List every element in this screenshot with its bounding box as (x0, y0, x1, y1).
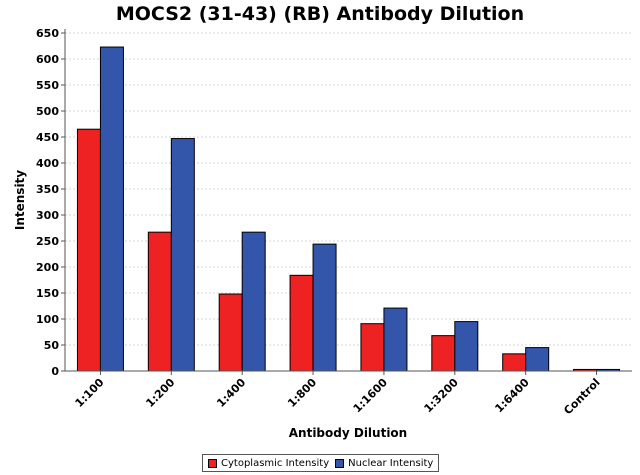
legend-item-nuclear: Nuclear Intensity (335, 458, 433, 469)
bar-nuclear (454, 321, 479, 372)
legend-swatch-nuclear (335, 458, 345, 468)
bar-nuclear (241, 231, 266, 372)
y-tick-label: 600 (36, 53, 59, 66)
x-tick-label: 1:800 (285, 376, 319, 410)
y-tick-label: 500 (36, 105, 59, 118)
legend-label-nuclear: Nuclear Intensity (348, 457, 434, 469)
y-tick-label: 250 (36, 235, 59, 248)
bar-nuclear (99, 46, 124, 372)
y-ticks: 0 50 100 150 200 250 300 350 400 450 500 550 600 650 (36, 27, 65, 378)
x-tick-label: 1:1600 (351, 376, 391, 416)
y-tick-label: 0 (51, 365, 59, 378)
legend-label-cytoplasmic: Cytoplasmic Intensity (221, 457, 330, 469)
bar-cytoplasmic (431, 335, 456, 372)
bar-cytoplasmic (289, 274, 314, 372)
axes (64, 29, 632, 372)
y-tick-label: 300 (36, 209, 59, 222)
bar-cytoplasmic (147, 231, 172, 372)
bars (76, 46, 621, 372)
bar-nuclear (170, 138, 195, 372)
y-tick-label: 400 (36, 157, 59, 170)
y-tick-label: 50 (44, 339, 60, 352)
x-tick-label: 1:6400 (492, 376, 532, 416)
bar-nuclear (525, 347, 550, 372)
grid (65, 32, 632, 346)
legend-item-cytoplasmic: Cytoplasmic Intensity (208, 458, 329, 469)
legend-swatch-cytoplasmic (208, 458, 217, 468)
bar-cytoplasmic (218, 293, 243, 372)
x-tick-label: Control (561, 376, 602, 417)
y-tick-label: 650 (36, 27, 59, 40)
chart-title: MOCS2 (31-43) (RB) Antibody Dilution (116, 3, 524, 25)
y-tick-label: 550 (36, 79, 59, 92)
x-axis-label: Antibody Dilution (289, 426, 407, 440)
legend: Cytoplasmic Intensity Nuclear Intensity (202, 454, 440, 472)
x-tick-label: 1:400 (214, 376, 248, 410)
bar-nuclear (383, 307, 408, 372)
y-axis-label: Intensity (13, 170, 27, 230)
y-tick-label: 350 (36, 183, 59, 196)
bar-cytoplasmic (76, 128, 101, 372)
x-tick-label: 1:200 (143, 376, 177, 410)
x-ticks: 1:100 1:200 1:400 1:800 1:1600 1:3200 1:6400 Co… (73, 371, 603, 417)
y-tick-label: 200 (36, 261, 59, 274)
x-tick-label: 1:100 (73, 376, 107, 410)
y-tick-label: 100 (36, 313, 59, 326)
bar-cytoplasmic (502, 353, 527, 372)
bar-nuclear (312, 243, 337, 372)
x-tick-label: 1:3200 (422, 376, 462, 416)
y-tick-label: 450 (36, 131, 59, 144)
y-tick-label: 150 (36, 287, 59, 300)
bar-cytoplasmic (360, 323, 385, 372)
